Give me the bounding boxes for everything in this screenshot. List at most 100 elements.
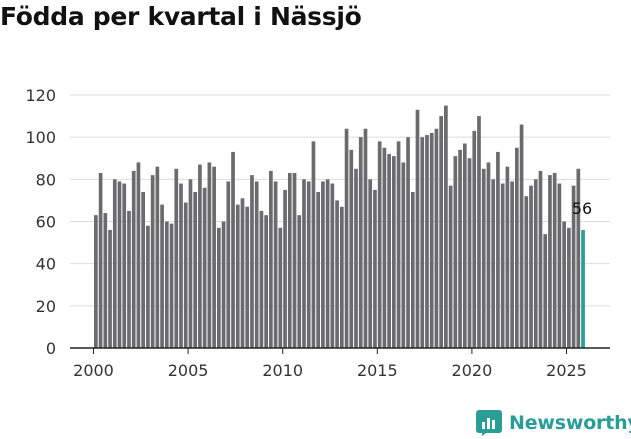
bar-2017-q2 — [420, 137, 425, 348]
x-axis-ticks: 2000 2005 2010 2015 2020 2025 — [73, 348, 587, 380]
bar-2024-q1 — [548, 175, 552, 348]
bar-2011-q3 — [311, 141, 316, 348]
y-tick-label-60: 60 — [36, 213, 56, 232]
bar-2002-q4 — [146, 225, 150, 348]
bar-2021-q2 — [496, 151, 500, 348]
bar-2016-q3 — [406, 137, 410, 348]
bar-2018-q3 — [444, 105, 448, 348]
y-tick-label-100: 100 — [25, 128, 56, 147]
bar-2017-q3 — [425, 135, 429, 348]
bar-2001-q4 — [127, 210, 131, 348]
bar-2020-q1 — [472, 130, 477, 348]
bar-2014-q4 — [373, 189, 377, 349]
bar-2001-q3 — [122, 183, 127, 348]
bar-2022-q2 — [514, 147, 519, 348]
bar-2004-q1 — [169, 223, 174, 348]
bar-2018-q1 — [434, 128, 439, 348]
bar-2002-q3 — [141, 191, 146, 348]
bar-2024-q2 — [552, 173, 557, 348]
brand-logo: Newsworthy — [476, 408, 631, 438]
bar-2015-q4 — [392, 156, 396, 348]
bar-2002-q1 — [131, 170, 136, 348]
bar-2015-q3 — [387, 154, 391, 348]
bar-2005-q3 — [198, 164, 202, 348]
bar-2009-q2 — [269, 170, 273, 348]
y-tick-label-40: 40 — [36, 255, 56, 274]
bar-2009-q3 — [273, 181, 278, 348]
bar-2013-q2 — [344, 128, 349, 348]
bar-2014-q1 — [358, 137, 363, 348]
x-tick-label-2010: 2010 — [262, 361, 303, 380]
bar-2006-q1 — [207, 162, 212, 348]
bar-2012-q1 — [321, 181, 325, 348]
y-tick-label-20: 20 — [36, 297, 56, 316]
bar-2006-q2 — [212, 166, 216, 348]
bar-2011-q2 — [306, 181, 311, 348]
bar-2008-q2 — [250, 175, 254, 348]
bars — [94, 105, 585, 349]
y-tick-label-0: 0 — [46, 339, 56, 358]
bar-2011-q1 — [302, 179, 306, 348]
bar-2018-q2 — [439, 116, 443, 348]
bar-2023-q3 — [538, 170, 543, 348]
bar-2004-q4 — [183, 202, 188, 348]
bar-2015-q1 — [377, 141, 382, 348]
bar-2004-q2 — [174, 168, 179, 348]
bar-2007-q2 — [231, 151, 235, 348]
bar-2020-q2 — [477, 116, 481, 348]
bar-2022-q1 — [510, 181, 514, 348]
bar-2002-q2 — [136, 162, 141, 348]
bar-2024-q4 — [562, 221, 566, 348]
bar-2025-q3 — [576, 168, 581, 348]
bar-2015-q2 — [382, 147, 387, 348]
bar-2025-q2 — [571, 185, 576, 348]
bar-2023-q2 — [533, 179, 538, 348]
bar-2018-q4 — [448, 185, 453, 348]
newsworthy-logo-icon — [476, 410, 502, 436]
bar-2003-q3 — [160, 204, 164, 348]
bar-2010-q1 — [283, 189, 287, 349]
bar-2021-q1 — [491, 179, 496, 348]
bar-2008-q3 — [254, 181, 259, 348]
bar-2007-q1 — [226, 181, 231, 348]
bar-2016-q1 — [396, 141, 401, 348]
bar-2009-q1 — [264, 215, 268, 348]
bar-2017-q1 — [415, 109, 420, 348]
bar-2019-q1 — [453, 156, 458, 348]
x-tick-label-2025: 2025 — [546, 361, 587, 380]
bar-2012-q2 — [325, 179, 330, 348]
bar-2010-q3 — [292, 173, 297, 348]
bar-2007-q3 — [235, 204, 240, 348]
bar-2021-q3 — [500, 183, 505, 348]
bar-2000-q1 — [94, 215, 98, 348]
bar-2025-q1 — [567, 227, 571, 348]
bar-2020-q3 — [481, 168, 486, 348]
bar-2023-q1 — [529, 185, 533, 348]
bar-2013-q1 — [339, 206, 344, 348]
bar-2000-q3 — [103, 213, 108, 348]
bar-2010-q2 — [287, 173, 292, 348]
data-label-last: 56 — [572, 199, 592, 218]
bar-2014-q2 — [363, 128, 368, 348]
bar-2016-q4 — [410, 191, 415, 348]
bar-2012-q4 — [335, 200, 339, 348]
chart-title: Födda per kvartal i Nässjö — [0, 2, 362, 31]
bar-2022-q4 — [524, 196, 529, 348]
bar-2006-q3 — [217, 227, 221, 348]
bar-2000-q4 — [108, 229, 112, 348]
bar-2010-q4 — [297, 215, 302, 348]
x-tick-label-2000: 2000 — [73, 361, 114, 380]
bar-2004-q3 — [179, 183, 183, 348]
x-tick-label-2020: 2020 — [452, 361, 493, 380]
bar-2003-q4 — [164, 221, 169, 348]
bar-2019-q2 — [458, 149, 462, 348]
bar-2003-q1 — [150, 175, 155, 348]
bar-2019-q4 — [467, 158, 472, 348]
bar-2001-q1 — [112, 179, 117, 348]
bar-2013-q3 — [349, 149, 354, 348]
bar-2008-q1 — [245, 206, 250, 348]
bar-2001-q2 — [117, 181, 122, 348]
bar-2003-q2 — [155, 166, 160, 348]
bar-2006-q4 — [221, 221, 226, 348]
